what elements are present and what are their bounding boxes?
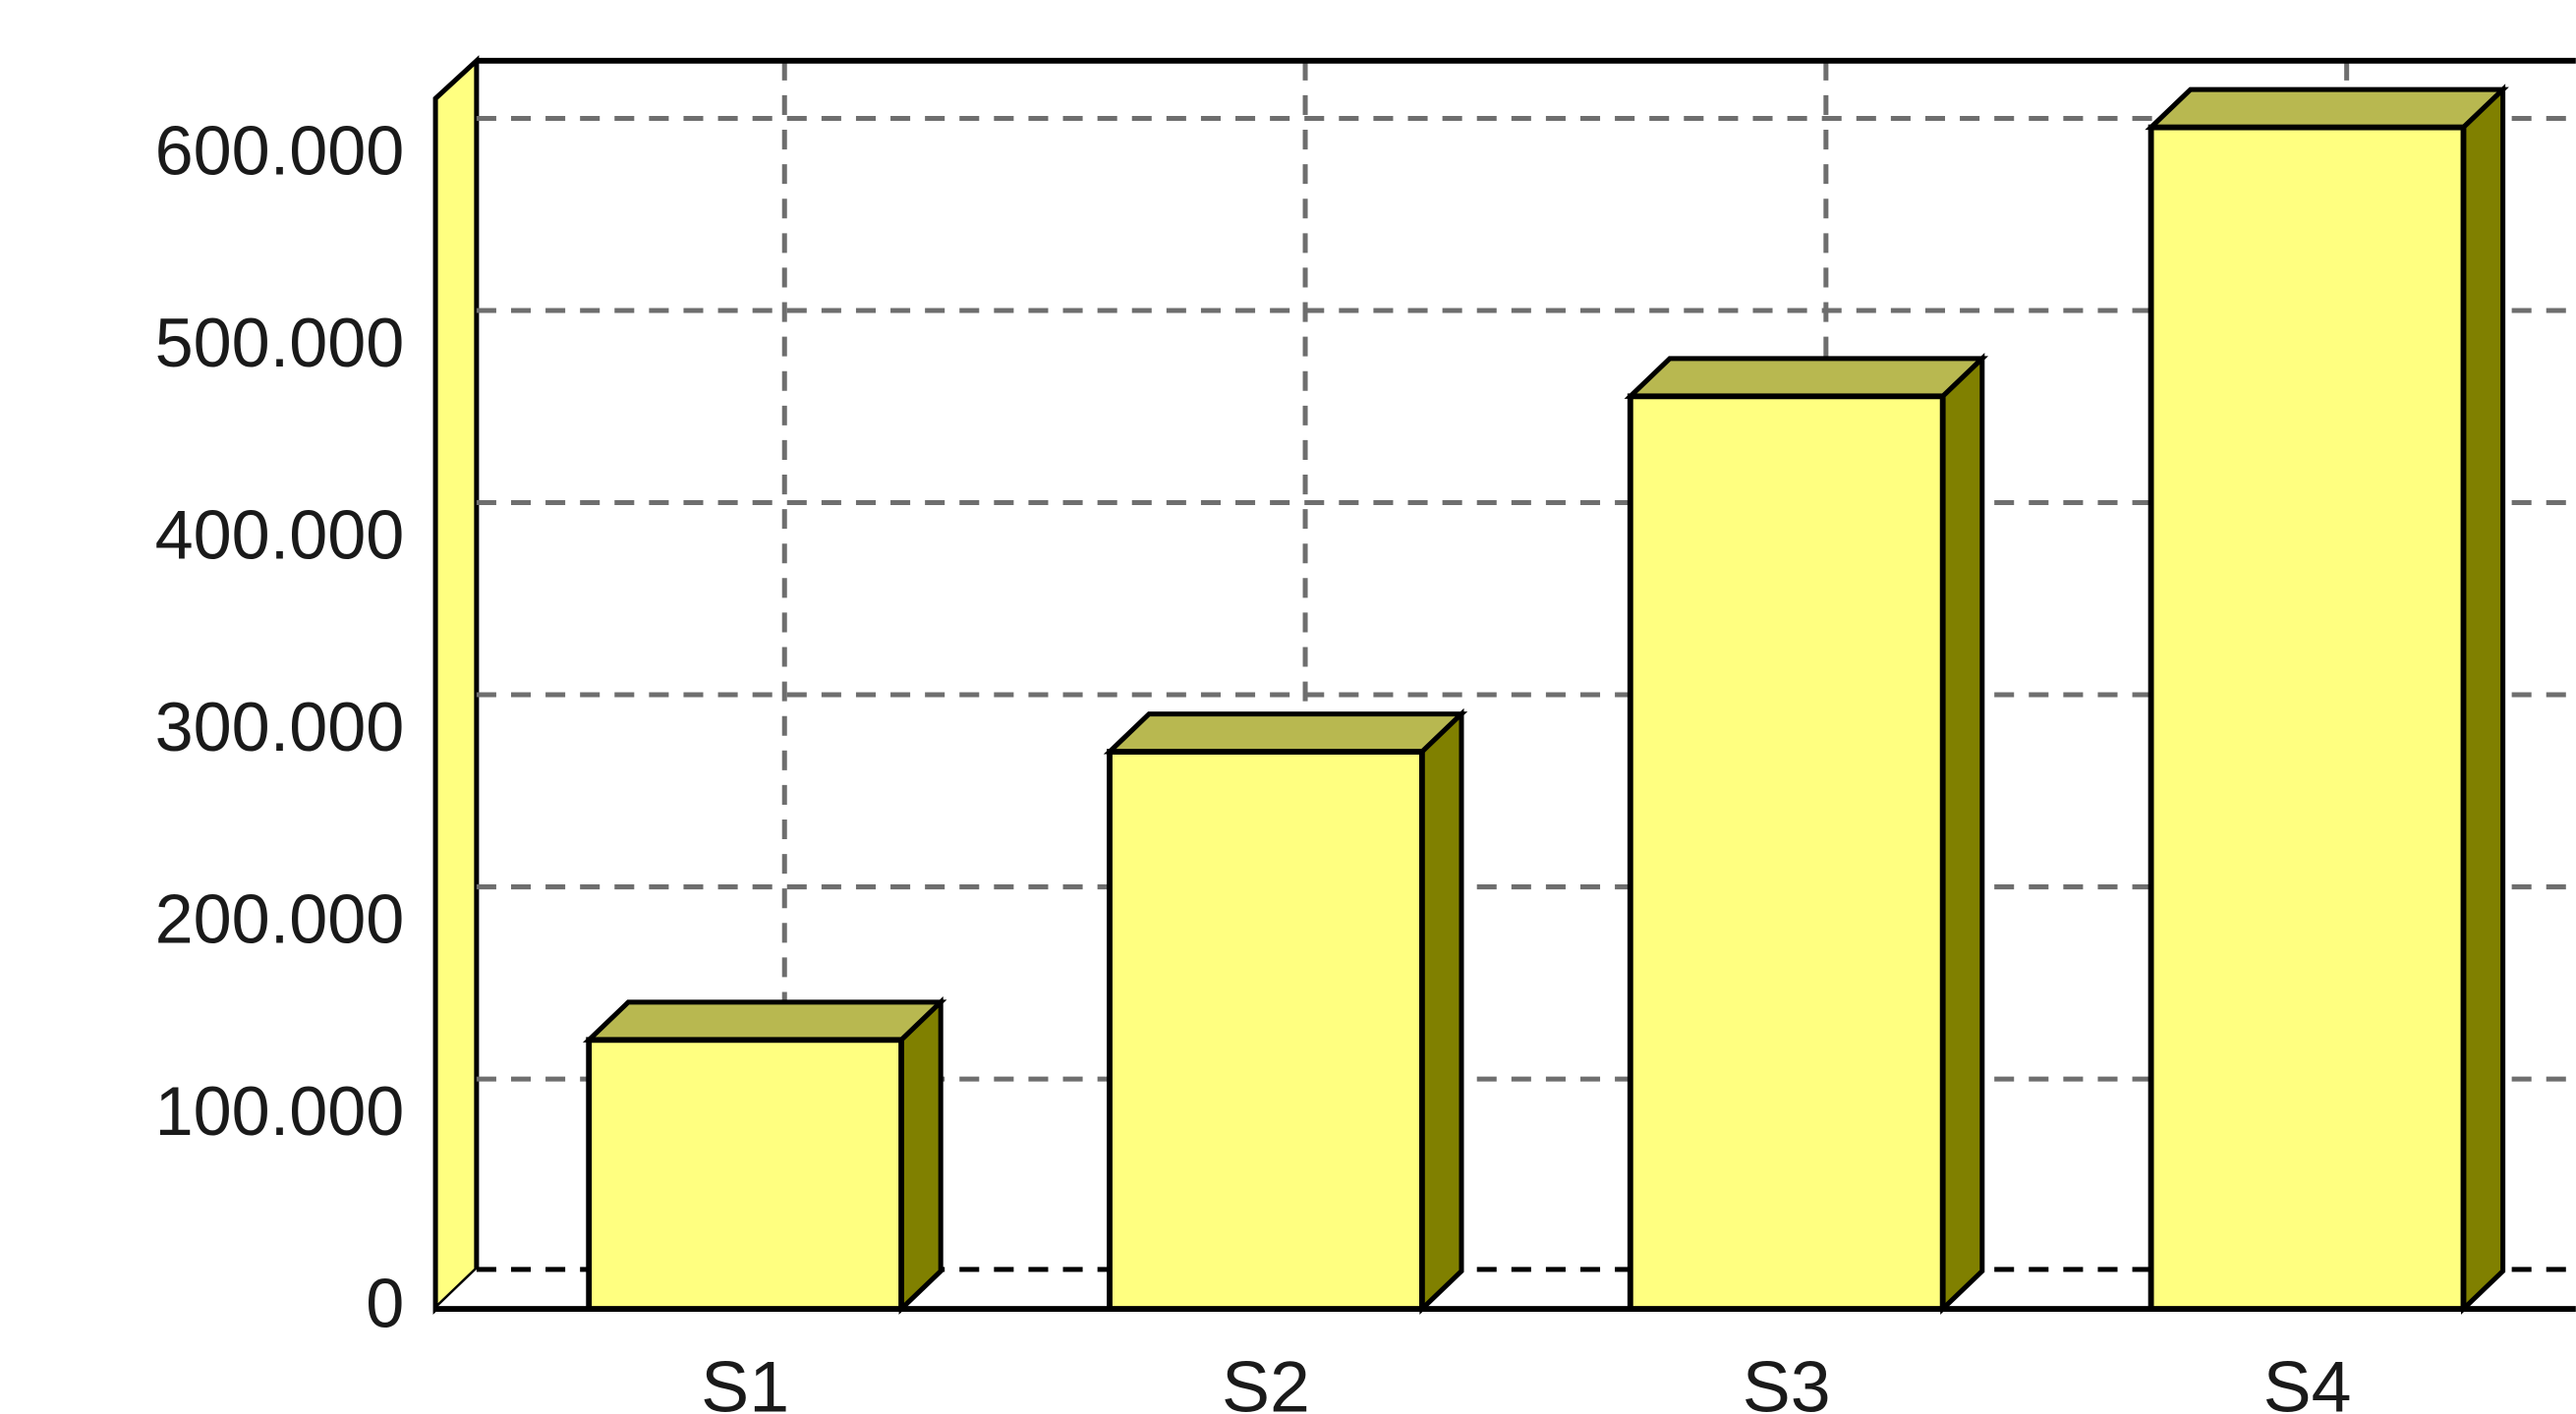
- y-tick-label: 400.000: [155, 496, 405, 574]
- floor: [435, 1269, 2576, 1310]
- y-tick-label: 100.000: [155, 1072, 405, 1150]
- bar: [1627, 393, 1946, 1312]
- x-tick-label: S1: [701, 1346, 789, 1414]
- bar-side: [2460, 84, 2506, 1315]
- bar-side: [1419, 707, 1464, 1315]
- bar-top: [1103, 711, 1468, 755]
- bar-side: [898, 995, 944, 1315]
- y-tick-label: 500.000: [155, 304, 405, 381]
- bar: [2147, 124, 2467, 1312]
- y-tick-label: 600.000: [155, 111, 405, 189]
- left-wall: [432, 55, 480, 1315]
- bar-top: [2145, 86, 2509, 131]
- bar-top: [582, 999, 947, 1043]
- bar: [1107, 749, 1425, 1312]
- y-tick-label: 200.000: [155, 880, 405, 958]
- y-tick-label: 0: [366, 1265, 404, 1342]
- x-tick-label: S4: [2263, 1346, 2352, 1414]
- y-tick-label: 300.000: [155, 688, 405, 765]
- x-tick-label: S3: [1743, 1346, 1831, 1414]
- bar-side: [1940, 353, 1985, 1315]
- bar-top: [1624, 356, 1989, 399]
- bar: [586, 1037, 904, 1312]
- x-tick-label: S2: [1222, 1346, 1310, 1414]
